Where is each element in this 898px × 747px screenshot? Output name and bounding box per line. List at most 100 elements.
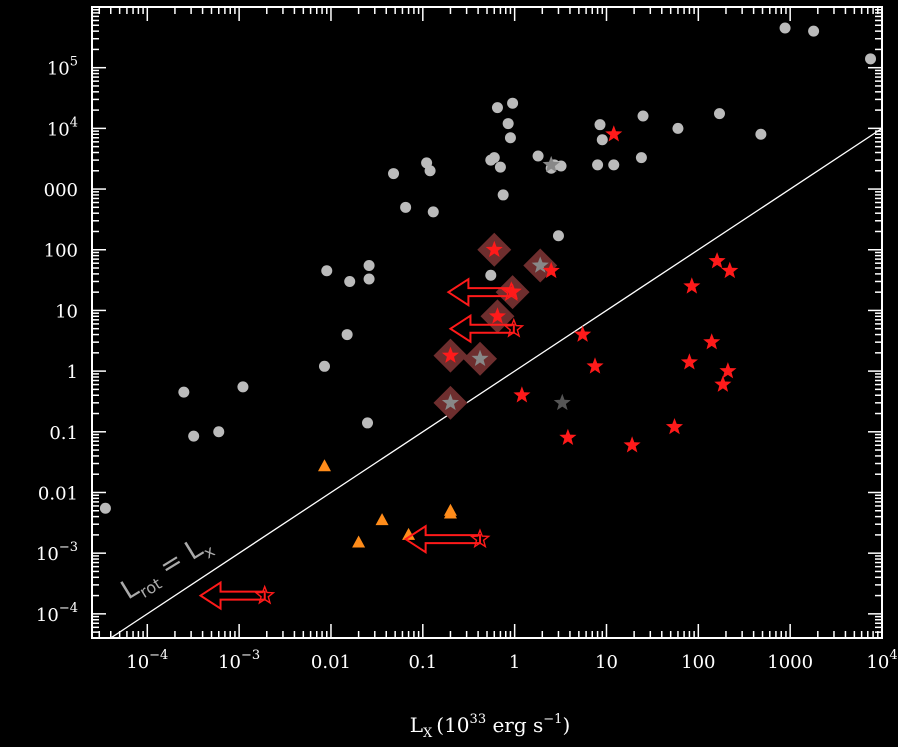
y-tick-labels: 105 104 000 100 10 1 0.1 0.01 10−3 10−4 [36, 55, 78, 626]
open-red-star-point [254, 584, 276, 605]
gray-dot-point [779, 22, 791, 34]
gray-dot-point [608, 159, 620, 171]
gray-dot-point [596, 134, 608, 146]
gray-dot-point [188, 430, 200, 442]
red-star-point [623, 436, 641, 453]
red-star-point [586, 357, 604, 374]
x-tick-label: 0.1 [408, 652, 437, 673]
gray-dot-point [755, 128, 767, 140]
y-tick-label: 104 [47, 115, 78, 140]
y-tick-label: 1 [67, 362, 78, 383]
x-tick-label: 100 [681, 652, 715, 673]
red-star-point [513, 386, 531, 403]
red-star-point [559, 428, 577, 445]
gray-dot-point [507, 97, 519, 109]
red-star-point [721, 261, 739, 279]
gray-star-point [542, 155, 560, 173]
gray-star-point [441, 393, 459, 411]
y-tick-label: 10−4 [36, 601, 78, 626]
red-star-point [683, 277, 701, 294]
gray-dot-point [237, 381, 249, 393]
gray-dot-point [318, 360, 330, 372]
gray-dot-point [635, 152, 647, 164]
x-tick-labels: 10−4 10−3 0.01 0.1 1 10 100 1000 104 [126, 648, 897, 673]
open-red-star-point [500, 281, 522, 302]
gray-dot-point [213, 426, 225, 438]
gray-dot-point [388, 168, 400, 180]
red-star-point [719, 362, 737, 379]
gray-dot-point [363, 273, 375, 285]
gray-dot-point [808, 25, 820, 37]
red-star-point [574, 325, 592, 342]
gray-dot-point [344, 275, 356, 287]
gray-dot-point [99, 502, 111, 514]
y-tick-label: 105 [47, 55, 78, 80]
x-axis-title: LX (1033 erg s−1) [410, 712, 571, 741]
gray-dot-point [424, 165, 436, 177]
gray-star-point [471, 349, 489, 366]
gray-dot-point [362, 417, 374, 429]
orange-triangle-point [352, 535, 366, 548]
gray-dot-point [504, 132, 516, 144]
gray-dot-point [494, 161, 506, 173]
gray-dot-point [592, 159, 604, 171]
gray-dot-point [865, 53, 877, 65]
red-star-point [485, 240, 503, 257]
orange-triangle-point [375, 513, 389, 526]
upper-limit-arrow [198, 580, 266, 611]
red-star-point [703, 333, 721, 350]
x-tick-label: 1 [509, 652, 520, 673]
plot-frame [91, 6, 883, 639]
red-star-point [708, 252, 726, 269]
dark-gray-star-point [553, 393, 571, 411]
open-red-star-point [469, 528, 491, 549]
gray-dot-point [178, 386, 190, 398]
red-star-point [680, 353, 698, 370]
gray-dot-point [400, 201, 412, 213]
reference-line [109, 127, 882, 638]
red-star-point [605, 125, 623, 142]
gray-dot-point [321, 265, 333, 277]
gray-dot-point [497, 189, 509, 201]
gray-dot-point [427, 206, 439, 218]
x-tick-label: 0.01 [311, 652, 351, 673]
gray-dot-point [488, 152, 500, 164]
gray-dot-point [713, 108, 725, 120]
gray-dot-point [341, 329, 353, 341]
gray-dot-point [552, 230, 564, 242]
x-tick-label: 10 [595, 652, 618, 673]
gray-dot-point [672, 122, 684, 134]
red-star-point [488, 307, 506, 324]
gray-dot-point [637, 110, 649, 122]
red-star-point [504, 283, 522, 300]
x-tick-label: 104 [866, 648, 897, 673]
gray-dot-point [485, 269, 497, 281]
gray-dot-point [594, 119, 606, 131]
gray-dot-point [532, 150, 544, 162]
red-star-point [665, 418, 683, 435]
y-tick-label: 0.1 [49, 423, 78, 444]
upper-limit-arrow [446, 277, 513, 307]
data-points [99, 22, 877, 611]
y-tick-label: 10−3 [36, 540, 78, 565]
upper-limit-arrow [448, 313, 515, 344]
y-tick-label: 000 [44, 180, 78, 201]
gray-dot-point [491, 102, 503, 114]
upper-limit-arrow [403, 524, 482, 555]
red-star-point [714, 375, 732, 392]
y-tick-label: 100 [44, 241, 78, 262]
x-tick-label: 1000 [767, 652, 813, 673]
open-red-star-point [503, 317, 525, 338]
y-tick-label: 0.01 [38, 483, 78, 504]
orange-triangle-point [402, 527, 416, 540]
red-star-point [441, 346, 459, 363]
gray-dot-point [363, 259, 375, 271]
gray-star-point [531, 256, 549, 273]
orange-triangle-point [317, 459, 331, 472]
y-tick-label: 10 [55, 301, 78, 322]
gray-dot-point [502, 118, 514, 130]
orange-triangle-point [443, 503, 457, 516]
x-tick-label: 10−3 [218, 648, 260, 673]
